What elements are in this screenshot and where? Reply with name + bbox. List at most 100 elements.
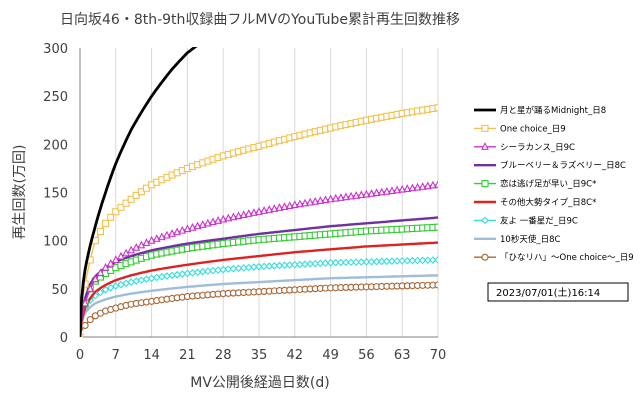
data-point bbox=[388, 257, 396, 265]
data-point bbox=[326, 259, 335, 267]
y-tick-label: 250 bbox=[43, 90, 68, 105]
data-point bbox=[142, 275, 151, 283]
data-point bbox=[142, 238, 151, 246]
data-point bbox=[183, 224, 192, 233]
data-point bbox=[331, 193, 340, 202]
data-point bbox=[418, 182, 427, 190]
data-point bbox=[388, 186, 396, 195]
data-point bbox=[481, 124, 489, 132]
data-point bbox=[357, 258, 366, 266]
data-point bbox=[244, 209, 253, 217]
series-9 bbox=[80, 281, 438, 338]
data-point bbox=[362, 258, 371, 266]
data-point bbox=[347, 258, 355, 267]
x-tick-label: 21 bbox=[179, 348, 196, 363]
data-point bbox=[178, 225, 187, 234]
series-line bbox=[80, 241, 438, 338]
data-point bbox=[398, 184, 407, 193]
data-point bbox=[106, 258, 115, 267]
data-point bbox=[393, 185, 401, 194]
data-point bbox=[173, 227, 182, 236]
series-line bbox=[80, 47, 198, 338]
data-point bbox=[132, 191, 140, 199]
x-tick-label: 7 bbox=[112, 348, 120, 363]
data-point bbox=[311, 259, 320, 268]
data-point bbox=[408, 256, 417, 265]
data-point bbox=[347, 191, 355, 200]
data-point bbox=[296, 260, 304, 269]
data-point bbox=[481, 180, 489, 188]
data-point bbox=[96, 268, 105, 277]
data-point bbox=[209, 217, 217, 226]
y-tick-label: 150 bbox=[43, 187, 68, 202]
data-point bbox=[86, 284, 95, 292]
data-point bbox=[168, 229, 176, 237]
legend-label: One choice_日9 bbox=[500, 124, 566, 134]
x-tick-label: 14 bbox=[143, 348, 160, 363]
data-point bbox=[81, 321, 89, 329]
data-point bbox=[102, 219, 110, 227]
data-point bbox=[296, 199, 304, 208]
data-point bbox=[382, 186, 391, 195]
data-point bbox=[229, 212, 238, 221]
data-point bbox=[275, 203, 284, 211]
data-point bbox=[342, 258, 350, 267]
data-point bbox=[423, 181, 432, 190]
data-point bbox=[106, 284, 115, 292]
data-point bbox=[352, 191, 361, 199]
timestamp-box: 2023/07/01(土)16:14 bbox=[487, 282, 629, 302]
y-tick-label: 200 bbox=[43, 138, 68, 153]
legend-item: One choice_日9 bbox=[474, 124, 566, 134]
data-point bbox=[377, 187, 386, 196]
series-clip-group bbox=[80, 47, 438, 338]
data-point bbox=[393, 257, 401, 265]
axes-layer: 0 7 14 21 28 35 42 49 56 63 70 0 50 100 150 200 250 300 bbox=[43, 42, 446, 363]
data-point bbox=[91, 274, 100, 283]
data-point bbox=[101, 286, 110, 294]
data-point bbox=[127, 245, 136, 254]
data-point bbox=[96, 288, 105, 297]
x-axis-label: MV公開後経過日数(d) bbox=[190, 375, 329, 391]
data-point bbox=[398, 257, 406, 265]
data-point bbox=[321, 195, 330, 204]
data-point bbox=[239, 210, 248, 219]
data-point bbox=[362, 189, 371, 198]
data-point bbox=[301, 260, 309, 268]
data-point bbox=[434, 256, 438, 264]
y-tick-label: 0 bbox=[60, 331, 68, 346]
y-tick-label: 100 bbox=[43, 235, 68, 250]
data-point bbox=[81, 298, 90, 307]
series-4 bbox=[80, 216, 438, 338]
x-tick-label: 35 bbox=[251, 348, 268, 363]
series-line bbox=[80, 274, 438, 338]
y-tick-label: 300 bbox=[43, 42, 68, 57]
data-point bbox=[285, 261, 294, 269]
data-point bbox=[280, 202, 289, 210]
data-point bbox=[331, 258, 340, 267]
data-point bbox=[285, 201, 294, 210]
data-point bbox=[280, 261, 289, 270]
data-point bbox=[157, 232, 166, 241]
legend-item: 恋は逃げ足が早い_日9C* bbox=[474, 179, 596, 190]
data-point bbox=[122, 199, 130, 207]
data-point bbox=[367, 257, 376, 266]
legend-label: シーラカンス_日9C bbox=[500, 143, 575, 153]
data-point bbox=[342, 192, 350, 201]
data-point bbox=[132, 243, 141, 251]
data-point bbox=[316, 196, 325, 204]
y-tick-label: 50 bbox=[51, 283, 68, 298]
legend-item: 10秒天使_日8C bbox=[474, 234, 560, 245]
data-point bbox=[481, 216, 489, 225]
y-axis-label: 再生回数(万回) bbox=[12, 145, 28, 240]
x-tick-label: 42 bbox=[287, 348, 304, 363]
data-point bbox=[101, 262, 110, 271]
legend-item: 月と星が踊るMidnight_日8 bbox=[474, 105, 606, 116]
legend-item: その他大勢タイプ_日8C* bbox=[474, 197, 596, 208]
data-point bbox=[413, 182, 422, 191]
data-point bbox=[193, 221, 202, 230]
data-point bbox=[306, 197, 315, 206]
data-point bbox=[413, 256, 422, 265]
chart-title: 日向坂46・8th-9th収録曲フルMVのYouTube累計再生回数推移 bbox=[60, 12, 460, 28]
data-point bbox=[137, 240, 146, 249]
